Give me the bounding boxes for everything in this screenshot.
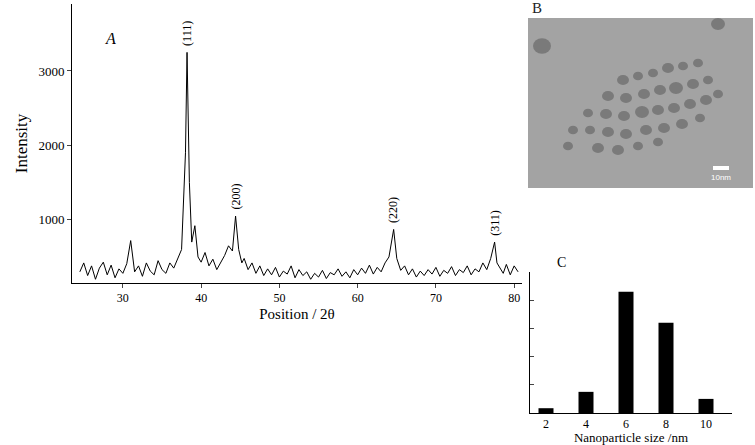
- svg-text:10nm: 10nm: [711, 173, 731, 182]
- html-text:B: B: [532, 0, 542, 16]
- svg-text:2: 2: [543, 417, 549, 431]
- svg-text:10: 10: [700, 417, 712, 431]
- svg-text:Position / 2θ: Position / 2θ: [259, 306, 335, 322]
- svg-text:Nanoparticle size /nm: Nanoparticle size /nm: [574, 430, 688, 445]
- svg-text:(111): (111): [180, 21, 194, 46]
- svg-text:(220): (220): [386, 197, 400, 223]
- svg-text:70: 70: [430, 291, 442, 305]
- svg-text:C: C: [557, 255, 566, 270]
- svg-text:3000: 3000: [38, 64, 64, 79]
- svg-text:40: 40: [195, 291, 207, 305]
- svg-text:8: 8: [663, 417, 669, 431]
- svg-text:60: 60: [352, 291, 364, 305]
- svg-text:6: 6: [623, 417, 629, 431]
- svg-text:4: 4: [583, 417, 589, 431]
- svg-text:Intensity: Intensity: [12, 113, 31, 173]
- svg-text:1000: 1000: [38, 212, 64, 227]
- svg-text:A: A: [105, 30, 116, 47]
- svg-text:30: 30: [117, 291, 129, 305]
- svg-text:(200): (200): [229, 184, 243, 210]
- svg-text:(311): (311): [488, 210, 502, 236]
- svg-text:50: 50: [273, 291, 285, 305]
- svg-text:2000: 2000: [38, 138, 64, 153]
- svg-text:80: 80: [508, 291, 520, 305]
